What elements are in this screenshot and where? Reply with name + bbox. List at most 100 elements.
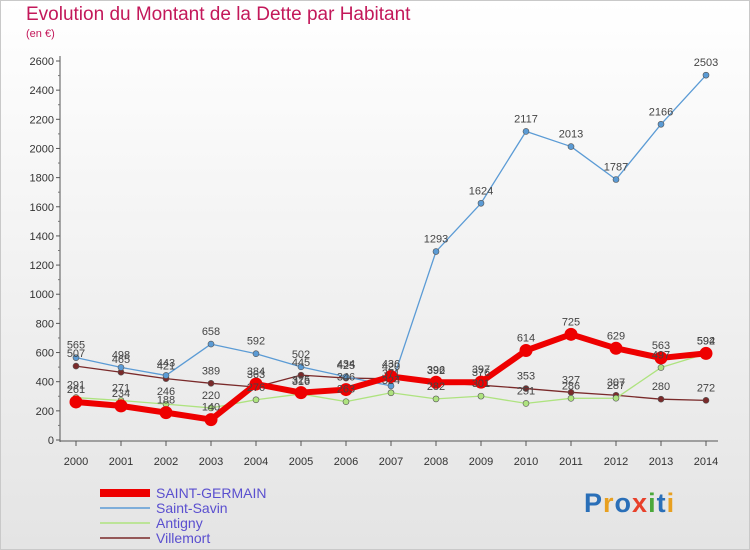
data-label: 498 bbox=[112, 349, 130, 361]
data-point bbox=[522, 400, 530, 407]
data-point bbox=[72, 354, 80, 361]
data-point bbox=[252, 350, 260, 358]
legend-label: Villemort bbox=[156, 530, 210, 546]
logo-letter: P bbox=[584, 488, 604, 518]
data-point bbox=[477, 392, 485, 400]
data-point bbox=[297, 371, 305, 379]
x-tick-label: 2010 bbox=[514, 456, 538, 468]
x-tick-label: 2012 bbox=[604, 456, 628, 468]
data-point bbox=[342, 398, 350, 405]
data-label: 389 bbox=[202, 365, 220, 377]
data-point bbox=[249, 377, 263, 391]
data-label: 286 bbox=[562, 380, 580, 392]
series-saint-savin bbox=[72, 71, 710, 390]
data-label: 425 bbox=[337, 360, 355, 372]
data-label: 287 bbox=[607, 380, 625, 392]
logo-letter: o bbox=[614, 488, 633, 518]
data-label: 2117 bbox=[514, 113, 538, 125]
data-label: 658 bbox=[202, 326, 220, 338]
data-point bbox=[159, 406, 173, 420]
data-point bbox=[612, 176, 620, 183]
data-point bbox=[699, 346, 713, 360]
data-label: 188 bbox=[157, 395, 175, 407]
data-label: 261 bbox=[67, 384, 85, 396]
data-label: 346 bbox=[337, 372, 355, 384]
data-labels-2: 565 498 443 658 592 502 434 371 1293 1624 2117 2013… bbox=[67, 57, 718, 380]
chart-title: Evolution du Montant de la Dette par Hab… bbox=[26, 4, 411, 25]
data-point bbox=[657, 395, 665, 403]
data-point bbox=[339, 383, 353, 397]
data-label: 507 bbox=[67, 348, 85, 360]
data-label: 2503 bbox=[694, 57, 718, 69]
data-point bbox=[207, 379, 215, 387]
x-tick-label: 2005 bbox=[289, 456, 313, 468]
data-label: 291 bbox=[67, 380, 85, 392]
data-label: 140 bbox=[202, 402, 220, 414]
data-point bbox=[567, 143, 575, 150]
y-tick-label: 400 bbox=[36, 377, 54, 389]
data-point bbox=[522, 385, 530, 392]
data-label: 420 bbox=[382, 361, 400, 373]
data-point bbox=[702, 71, 710, 79]
data-label: 1624 bbox=[469, 185, 493, 197]
x-tick-label: 2014 bbox=[694, 456, 718, 468]
data-point bbox=[702, 397, 710, 404]
data-label: 280 bbox=[652, 381, 670, 393]
data-label: 629 bbox=[607, 330, 625, 342]
data-point bbox=[474, 375, 488, 389]
data-label: 445 bbox=[292, 357, 310, 369]
data-label: 614 bbox=[517, 332, 535, 344]
data-label: 465 bbox=[112, 354, 130, 366]
data-label: 434 bbox=[337, 359, 355, 371]
x-tick-label: 2000 bbox=[64, 456, 88, 468]
data-label: 1293 bbox=[424, 234, 448, 246]
data-point bbox=[657, 364, 665, 371]
data-point bbox=[204, 413, 218, 427]
y-tick-label: 2000 bbox=[30, 143, 54, 155]
data-label: 396 bbox=[427, 364, 445, 376]
data-label: 592 bbox=[247, 336, 265, 348]
logo-letter: i bbox=[648, 488, 657, 518]
data-label: 327 bbox=[562, 374, 580, 386]
legend-label: Antigny bbox=[156, 515, 203, 531]
x-tick-label: 2008 bbox=[424, 456, 448, 468]
x-tick-label: 2001 bbox=[109, 456, 133, 468]
data-point bbox=[207, 404, 215, 412]
data-point bbox=[207, 340, 215, 348]
data-point bbox=[342, 373, 350, 381]
data-label: 397 bbox=[472, 364, 490, 376]
data-label: 234 bbox=[112, 388, 130, 400]
data-point bbox=[252, 396, 260, 404]
data-label: 1787 bbox=[604, 162, 628, 174]
y-tick-label: 1000 bbox=[30, 289, 54, 301]
data-label: 725 bbox=[562, 316, 580, 328]
data-label: 384 bbox=[247, 366, 265, 378]
data-label: 565 bbox=[67, 340, 85, 352]
data-point bbox=[432, 395, 440, 403]
data-label: 497 bbox=[652, 350, 670, 362]
data-label: 272 bbox=[697, 382, 715, 394]
y-tick-label: 800 bbox=[36, 318, 54, 330]
y-tick-label: 2200 bbox=[30, 114, 54, 126]
y-tick-label: 1600 bbox=[30, 202, 54, 214]
logo-letter: t bbox=[656, 488, 667, 518]
data-label: 324 bbox=[382, 375, 400, 387]
series-saint-germain bbox=[69, 327, 713, 427]
data-point bbox=[114, 399, 128, 413]
y-tick-label: 1800 bbox=[30, 173, 54, 185]
data-label: 301 bbox=[472, 378, 490, 390]
logo-letter: x bbox=[632, 488, 649, 518]
x-tick-label: 2004 bbox=[244, 456, 268, 468]
y-tick-label: 1200 bbox=[30, 260, 54, 272]
data-label: 2166 bbox=[649, 106, 673, 118]
y-tick-label: 600 bbox=[36, 348, 54, 360]
chart-subtitle: (en €) bbox=[26, 28, 55, 40]
data-label: 443 bbox=[157, 357, 175, 369]
data-label: 563 bbox=[652, 340, 670, 352]
x-tick-label: 2002 bbox=[154, 456, 178, 468]
data-label: 353 bbox=[517, 371, 535, 383]
logo-letter: r bbox=[603, 488, 615, 518]
data-point bbox=[429, 375, 443, 389]
